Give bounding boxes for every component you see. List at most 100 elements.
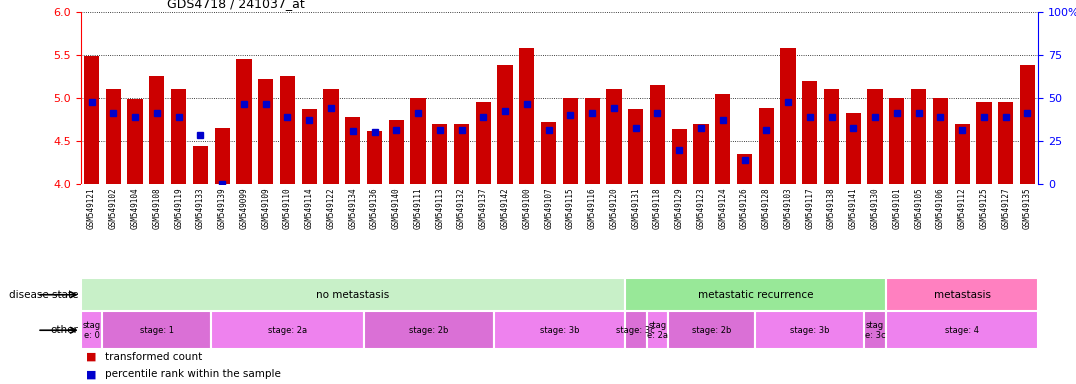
Bar	[824, 89, 839, 184]
Text: stage: 2a: stage: 2a	[268, 326, 307, 335]
Bar	[102, 311, 211, 349]
Text: GSM549109: GSM549109	[261, 187, 270, 229]
Text: GSM549103: GSM549103	[783, 187, 793, 229]
Text: GSM549121: GSM549121	[87, 187, 96, 229]
Bar	[301, 109, 316, 184]
Bar	[541, 122, 556, 184]
Bar	[367, 131, 382, 184]
Text: GSM549110: GSM549110	[283, 187, 292, 229]
Text: GSM549140: GSM549140	[392, 187, 400, 229]
Bar	[171, 89, 186, 184]
Bar	[324, 89, 339, 184]
Bar	[625, 278, 886, 311]
Bar	[755, 311, 864, 349]
Bar	[127, 99, 143, 184]
Bar	[81, 278, 625, 311]
Text: stage: 4: stage: 4	[945, 326, 979, 335]
Text: GSM549107: GSM549107	[544, 187, 553, 229]
Bar	[476, 102, 491, 184]
Text: GSM549099: GSM549099	[240, 187, 249, 229]
Text: stage: 1: stage: 1	[140, 326, 174, 335]
Text: stage: 3c: stage: 3c	[617, 326, 655, 335]
Bar	[693, 124, 709, 184]
Bar	[193, 146, 208, 184]
Text: GSM549101: GSM549101	[892, 187, 902, 229]
Bar	[214, 128, 230, 184]
Text: stage: 2b: stage: 2b	[692, 326, 732, 335]
Text: GSM549116: GSM549116	[587, 187, 597, 229]
Text: GSM549102: GSM549102	[109, 187, 118, 229]
Text: GSM549134: GSM549134	[349, 187, 357, 229]
Bar	[584, 98, 599, 184]
Text: GSM549125: GSM549125	[979, 187, 989, 229]
Text: no metastasis: no metastasis	[316, 290, 390, 300]
Text: GSM549128: GSM549128	[762, 187, 770, 229]
Bar	[886, 311, 1038, 349]
Bar	[737, 154, 752, 184]
Text: ■: ■	[86, 369, 100, 379]
Text: GSM549138: GSM549138	[827, 187, 836, 229]
Text: GSM549141: GSM549141	[849, 187, 858, 229]
Text: GSM549115: GSM549115	[566, 187, 575, 229]
Text: GSM549113: GSM549113	[436, 187, 444, 229]
Text: GSM549120: GSM549120	[609, 187, 619, 229]
Bar	[345, 117, 360, 184]
Text: stag
e: 2a: stag e: 2a	[647, 321, 668, 340]
Bar	[864, 311, 886, 349]
Text: stag
e: 3c: stag e: 3c	[865, 321, 886, 340]
Bar	[410, 98, 426, 184]
Text: GSM549119: GSM549119	[174, 187, 183, 229]
Text: GSM549129: GSM549129	[675, 187, 683, 229]
Text: GSM549136: GSM549136	[370, 187, 379, 229]
Text: other: other	[51, 325, 79, 335]
Bar	[81, 311, 102, 349]
Text: GSM549130: GSM549130	[870, 187, 879, 229]
Text: stage: 3b: stage: 3b	[540, 326, 579, 335]
Bar	[668, 311, 755, 349]
Bar	[258, 79, 273, 184]
Text: GSM549105: GSM549105	[915, 187, 923, 229]
Text: GSM549112: GSM549112	[958, 187, 966, 229]
Text: GSM549137: GSM549137	[479, 187, 487, 229]
Text: GSM549142: GSM549142	[500, 187, 510, 229]
Bar	[803, 81, 818, 184]
Text: GDS4718 / 241037_at: GDS4718 / 241037_at	[167, 0, 305, 10]
Bar	[606, 89, 622, 184]
Bar	[780, 48, 795, 184]
Text: GSM549104: GSM549104	[130, 187, 140, 229]
Text: GSM549131: GSM549131	[632, 187, 640, 229]
Bar	[886, 278, 1038, 311]
Text: GSM549118: GSM549118	[653, 187, 662, 229]
Text: GSM549117: GSM549117	[805, 187, 815, 229]
Text: GSM549124: GSM549124	[719, 187, 727, 229]
Text: stag
e: 0: stag e: 0	[83, 321, 101, 340]
Text: ■: ■	[86, 352, 100, 362]
Text: GSM549122: GSM549122	[326, 187, 336, 229]
Text: stage: 3b: stage: 3b	[790, 326, 830, 335]
Bar	[671, 129, 686, 184]
Bar	[647, 311, 668, 349]
Bar	[84, 56, 99, 184]
Bar	[999, 102, 1014, 184]
Bar	[911, 89, 926, 184]
Text: GSM549133: GSM549133	[196, 187, 204, 229]
Bar	[954, 124, 969, 184]
Text: GSM549111: GSM549111	[413, 187, 423, 229]
Text: GSM549100: GSM549100	[522, 187, 532, 229]
Bar	[494, 311, 625, 349]
Bar	[211, 311, 364, 349]
Bar	[454, 124, 469, 184]
Text: metastatic recurrence: metastatic recurrence	[697, 290, 813, 300]
Bar	[280, 76, 295, 184]
Bar	[628, 109, 643, 184]
Text: percentile rank within the sample: percentile rank within the sample	[105, 369, 281, 379]
Text: transformed count: transformed count	[105, 352, 202, 362]
Bar	[867, 89, 882, 184]
Text: GSM549139: GSM549139	[217, 187, 227, 229]
Bar	[846, 114, 861, 184]
Bar	[237, 59, 252, 184]
Text: stage: 2b: stage: 2b	[409, 326, 449, 335]
Bar	[1020, 65, 1035, 184]
Bar	[759, 108, 774, 184]
Text: GSM549106: GSM549106	[936, 187, 945, 229]
